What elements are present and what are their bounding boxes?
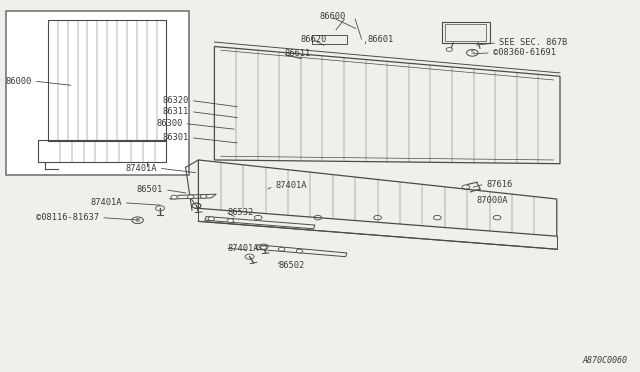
- Text: 87401A: 87401A: [275, 182, 307, 190]
- Circle shape: [188, 195, 194, 199]
- Text: 86501: 86501: [137, 185, 163, 194]
- Circle shape: [278, 247, 285, 251]
- Text: 86000: 86000: [6, 77, 32, 86]
- Text: 87401A: 87401A: [90, 198, 122, 207]
- Circle shape: [296, 249, 303, 253]
- Text: 86311: 86311: [163, 107, 189, 116]
- Text: B: B: [136, 218, 140, 223]
- Text: 87401A: 87401A: [227, 244, 259, 253]
- Circle shape: [200, 195, 207, 198]
- Text: ©08116-81637: ©08116-81637: [36, 213, 99, 222]
- Text: A870C0060: A870C0060: [582, 356, 627, 365]
- Text: 86611: 86611: [285, 49, 311, 58]
- Text: 86300: 86300: [156, 119, 182, 128]
- Text: S: S: [470, 50, 474, 55]
- Text: 87616: 87616: [486, 180, 513, 189]
- Text: 86532: 86532: [227, 208, 253, 217]
- Circle shape: [260, 246, 267, 250]
- Text: SEE SEC. 867B: SEE SEC. 867B: [499, 38, 568, 47]
- Bar: [6, 11, 189, 175]
- Text: 86620: 86620: [300, 35, 327, 44]
- Text: 86301: 86301: [163, 133, 189, 142]
- Circle shape: [171, 195, 177, 199]
- Text: 86502: 86502: [278, 262, 305, 270]
- Text: 87000A: 87000A: [477, 196, 508, 205]
- Text: 86601: 86601: [368, 35, 394, 44]
- Bar: [445, 24, 486, 41]
- Text: 86320: 86320: [163, 96, 189, 105]
- Circle shape: [208, 217, 214, 221]
- Circle shape: [446, 48, 452, 51]
- Text: 86600: 86600: [319, 12, 346, 21]
- Circle shape: [227, 219, 234, 222]
- Text: 87401A: 87401A: [125, 164, 157, 173]
- Text: ©08360-61691: ©08360-61691: [493, 48, 556, 57]
